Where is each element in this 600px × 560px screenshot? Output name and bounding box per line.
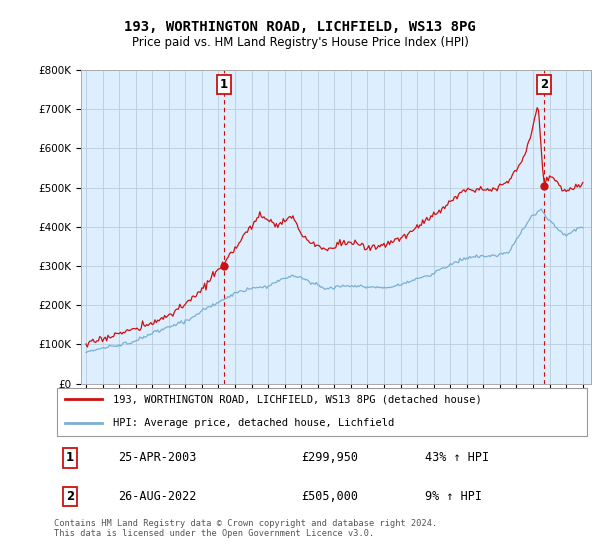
Text: HPI: Average price, detached house, Lichfield: HPI: Average price, detached house, Lich… [113,418,394,428]
Text: 2: 2 [540,78,548,91]
Text: Contains HM Land Registry data © Crown copyright and database right 2024.
This d: Contains HM Land Registry data © Crown c… [54,519,437,538]
Text: 25-APR-2003: 25-APR-2003 [118,451,197,464]
FancyBboxPatch shape [56,389,587,436]
Text: 193, WORTHINGTON ROAD, LICHFIELD, WS13 8PG: 193, WORTHINGTON ROAD, LICHFIELD, WS13 8… [124,20,476,34]
Text: 26-AUG-2022: 26-AUG-2022 [118,490,197,503]
Text: 43% ↑ HPI: 43% ↑ HPI [425,451,488,464]
Text: Price paid vs. HM Land Registry's House Price Index (HPI): Price paid vs. HM Land Registry's House … [131,36,469,49]
Text: 193, WORTHINGTON ROAD, LICHFIELD, WS13 8PG (detached house): 193, WORTHINGTON ROAD, LICHFIELD, WS13 8… [113,394,482,404]
Text: £299,950: £299,950 [301,451,358,464]
Text: 1: 1 [66,451,74,464]
Text: 1: 1 [220,78,227,91]
Text: 2: 2 [66,490,74,503]
Text: 9% ↑ HPI: 9% ↑ HPI [425,490,482,503]
Text: £505,000: £505,000 [301,490,358,503]
